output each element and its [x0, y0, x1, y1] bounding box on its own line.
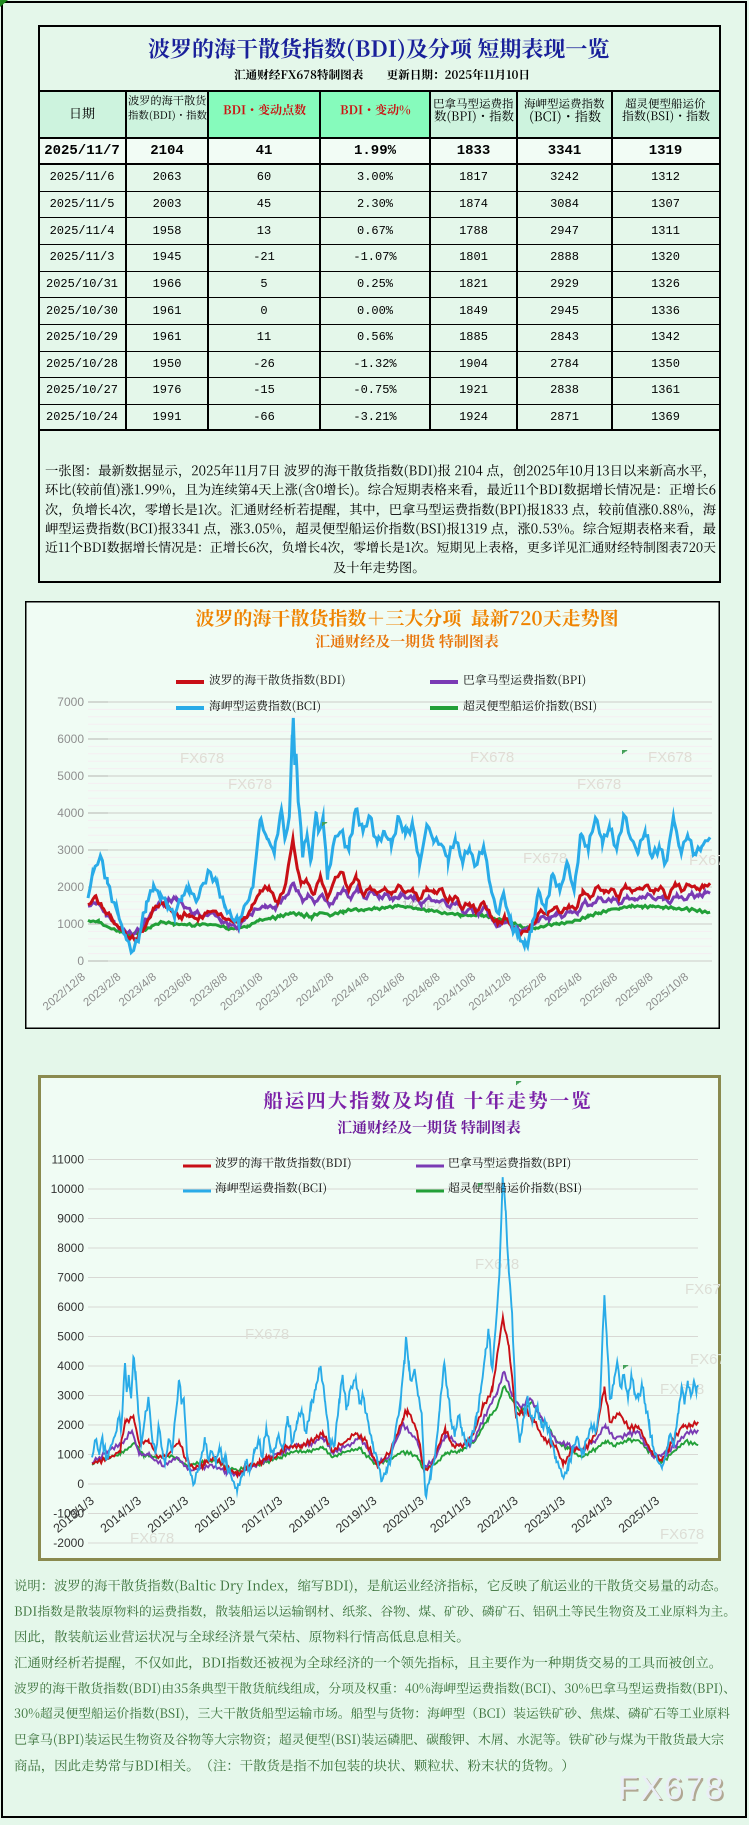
svg-text:FX678: FX678 — [648, 749, 692, 766]
svg-text:7000: 7000 — [57, 695, 84, 709]
svg-text:3000: 3000 — [57, 1389, 84, 1403]
svg-text:FX678: FX678 — [690, 1351, 721, 1368]
svg-text:6000: 6000 — [57, 732, 84, 746]
svg-text:2000: 2000 — [57, 880, 84, 894]
svg-text:5000: 5000 — [57, 1330, 84, 1344]
svg-text:3000: 3000 — [57, 843, 84, 857]
svg-text:FX678: FX678 — [523, 850, 567, 867]
svg-text:FX678: FX678 — [470, 749, 514, 766]
svg-text:0: 0 — [77, 954, 84, 968]
svg-text:FX678: FX678 — [685, 1281, 721, 1298]
svg-text:1000: 1000 — [57, 1448, 84, 1462]
svg-text:6000: 6000 — [57, 1300, 84, 1314]
svg-text:FX678: FX678 — [228, 776, 272, 793]
svg-text:5000: 5000 — [57, 769, 84, 783]
svg-text:FX678: FX678 — [475, 1256, 519, 1273]
svg-text:11000: 11000 — [52, 1153, 85, 1167]
svg-text:4000: 4000 — [57, 1359, 84, 1373]
svg-text:0: 0 — [77, 1477, 84, 1491]
svg-text:FX678: FX678 — [577, 776, 621, 793]
svg-text:FX678: FX678 — [660, 1526, 704, 1543]
svg-text:2000: 2000 — [57, 1418, 84, 1432]
svg-text:-1000: -1000 — [53, 1507, 84, 1521]
svg-text:8000: 8000 — [57, 1241, 84, 1255]
svg-text:1000: 1000 — [57, 917, 84, 931]
svg-text:10000: 10000 — [51, 1182, 85, 1196]
svg-text:-2000: -2000 — [53, 1536, 84, 1550]
svg-text:FX678: FX678 — [180, 750, 224, 767]
svg-text:FX678: FX678 — [130, 1530, 174, 1547]
svg-text:FX678: FX678 — [245, 1326, 289, 1343]
svg-text:4000: 4000 — [57, 806, 84, 820]
svg-text:FX678: FX678 — [689, 852, 720, 869]
svg-text:7000: 7000 — [57, 1271, 84, 1285]
svg-text:9000: 9000 — [57, 1212, 84, 1226]
